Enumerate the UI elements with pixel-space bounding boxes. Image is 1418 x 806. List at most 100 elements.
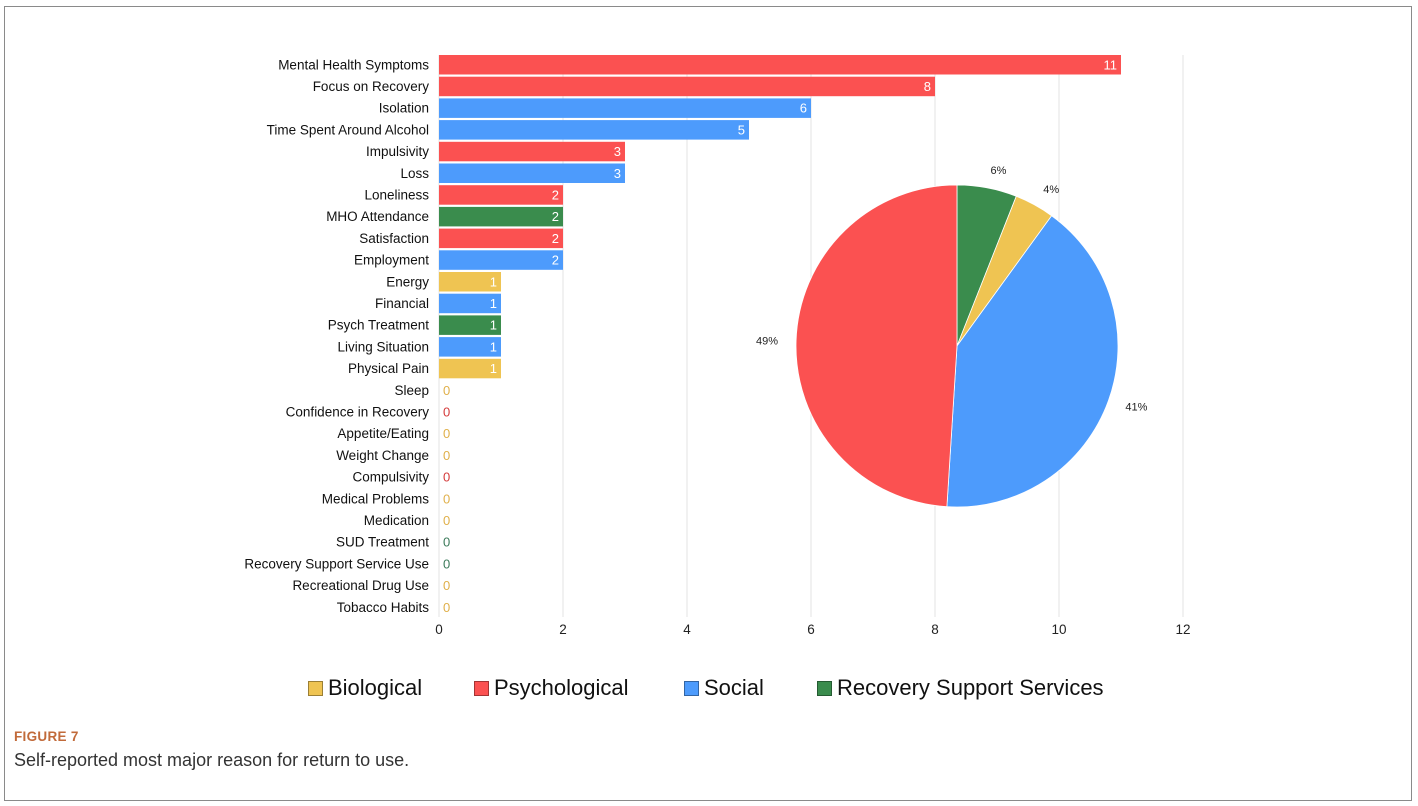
- category-label: Loss: [400, 166, 429, 181]
- category-label: Confidence in Recovery: [286, 404, 430, 419]
- category-label: Satisfaction: [359, 231, 429, 246]
- figure-caption: Self-reported most major reason for retu…: [14, 750, 410, 770]
- category-label: Tobacco Habits: [337, 600, 430, 615]
- x-tick-label: 0: [435, 622, 443, 637]
- figure-label: FIGURE 7: [14, 729, 79, 744]
- category-label: Appetite/Eating: [337, 426, 429, 441]
- pie-chart: 6% 4% 41% 49%: [756, 165, 1148, 508]
- category-label: Physical Pain: [348, 361, 429, 376]
- bar-value-label: 11: [1104, 57, 1118, 72]
- bar: [439, 55, 1121, 75]
- category-label: Loneliness: [364, 187, 429, 202]
- bar: [439, 206, 563, 227]
- bar: [439, 228, 563, 249]
- category-label: Medication: [364, 513, 429, 528]
- bar-value-label: 3: [614, 166, 621, 181]
- category-label: Financial: [375, 296, 429, 311]
- bar-value-label: 0: [443, 426, 450, 441]
- bar-value-label: 0: [443, 383, 450, 398]
- bar: [439, 185, 563, 205]
- bar: [439, 76, 935, 97]
- x-tick-labels: 0 2 4 6 8 10 12: [435, 622, 1190, 637]
- category-label: Focus on Recovery: [313, 79, 430, 94]
- pie-slice-label: 49%: [756, 335, 778, 347]
- bar-value-label: 0: [443, 578, 450, 593]
- bar-value-label: 6: [800, 101, 807, 116]
- bar-value-label: 3: [614, 144, 621, 159]
- category-label: Isolation: [379, 101, 429, 116]
- category-label: Impulsivity: [366, 144, 429, 159]
- legend-item: Biological: [308, 675, 422, 701]
- pie-slice-label: 4%: [1043, 184, 1059, 196]
- bar-value-label: 2: [552, 231, 559, 246]
- bar: [439, 358, 501, 379]
- bar-value-label: 0: [443, 448, 450, 463]
- x-tick-label: 8: [931, 622, 939, 637]
- bar: [439, 141, 625, 162]
- category-label: Medical Problems: [322, 491, 430, 506]
- pie-slice-label: 6%: [991, 165, 1007, 177]
- legend-label: Biological: [328, 675, 423, 700]
- bar-value-label: 0: [443, 513, 450, 528]
- x-tick-label: 4: [683, 622, 691, 637]
- bar-value-label: 0: [443, 600, 450, 615]
- bar-value-label: 2: [552, 209, 559, 224]
- category-label: Compulsivity: [352, 470, 429, 485]
- bar-value-label: 2: [552, 253, 559, 268]
- bar-value-label: 1: [490, 318, 497, 333]
- category-label: Time Spent Around Alcohol: [267, 122, 429, 137]
- category-label: Employment: [354, 253, 429, 268]
- bar: [439, 120, 749, 140]
- bar-value-label: 0: [443, 535, 450, 550]
- bar: [439, 98, 811, 118]
- bar: [439, 337, 501, 357]
- category-label: Weight Change: [336, 448, 429, 463]
- legend-item: Recovery Support Services: [817, 675, 1104, 701]
- bar: [439, 163, 625, 183]
- x-tick-label: 10: [1051, 622, 1066, 637]
- legend-label: Psychological: [494, 675, 629, 700]
- legend-swatch: [474, 680, 489, 696]
- category-label: Recovery Support Service Use: [244, 556, 429, 571]
- legend-swatch: [684, 680, 699, 696]
- bar-value-label: 0: [443, 470, 450, 485]
- pie-slice: [795, 184, 958, 508]
- bar-value-label: 0: [443, 556, 450, 571]
- bar-value-label: 0: [443, 491, 450, 506]
- bar-value-label: 0: [443, 404, 450, 419]
- category-label: Living Situation: [337, 339, 429, 354]
- bar-value-label: 1: [490, 361, 497, 376]
- bar-value-label: 1: [490, 296, 497, 311]
- category-label: Energy: [386, 274, 429, 289]
- bar-value-label: 1: [490, 274, 497, 289]
- x-tick-label: 6: [807, 622, 815, 637]
- x-tick-label: 2: [559, 622, 567, 637]
- legend-swatch: [817, 680, 832, 696]
- legend-swatch: [308, 680, 323, 696]
- bar: [439, 250, 563, 270]
- category-label: MHO Attendance: [326, 209, 429, 224]
- pie-slice-label: 41%: [1125, 402, 1147, 414]
- legend-item: Social: [684, 675, 764, 701]
- bar-value-label: 2: [552, 187, 559, 202]
- category-labels: Mental Health Symptoms Focus on Recovery I…: [244, 57, 429, 615]
- x-tick-label: 12: [1175, 622, 1190, 637]
- category-label: SUD Treatment: [336, 535, 429, 550]
- bar: [439, 272, 501, 292]
- legend-label: Social: [704, 675, 764, 700]
- category-label: Psych Treatment: [328, 318, 430, 333]
- bar: [439, 315, 501, 335]
- bar: [439, 293, 501, 314]
- category-label: Recreational Drug Use: [292, 578, 429, 593]
- category-label: Sleep: [394, 383, 429, 398]
- legend: Biological Psychological Social Recovery Su…: [0, 675, 1418, 707]
- category-label: Mental Health Symptoms: [278, 57, 429, 72]
- bar-value-label: 8: [924, 79, 931, 94]
- bar-value-label: 5: [738, 122, 745, 137]
- legend-item: Psychological: [474, 675, 629, 701]
- bar-value-label: 1: [490, 339, 497, 354]
- legend-label: Recovery Support Services: [837, 675, 1104, 700]
- pie-slice: [946, 215, 1119, 508]
